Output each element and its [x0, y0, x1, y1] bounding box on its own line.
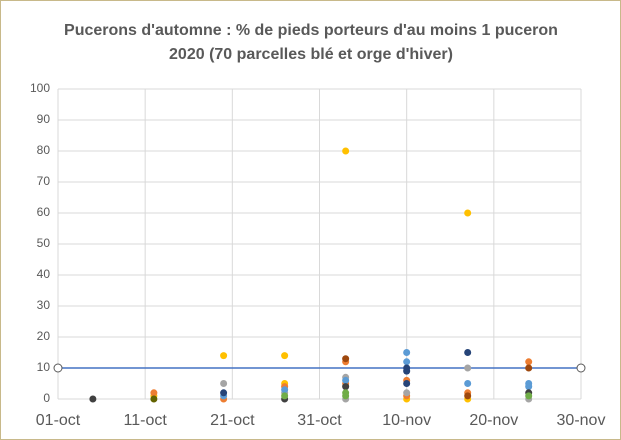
threshold-end [53, 363, 63, 373]
x-tick-label: 11-oct [124, 412, 168, 429]
point [150, 389, 158, 397]
threshold-end [576, 363, 586, 373]
y-tick-label: 90 [37, 112, 51, 126]
point [220, 389, 228, 397]
point [464, 364, 472, 372]
y-tick-label: 40 [37, 267, 51, 281]
y-tick-label: 100 [30, 81, 50, 95]
x-tick-label: 20-nov [469, 412, 518, 429]
y-tick-label: 0 [43, 391, 50, 405]
point [281, 352, 289, 360]
point [464, 380, 472, 387]
x-tick-label: 21-oct [210, 412, 255, 429]
point [220, 380, 228, 387]
y-tick-label: 70 [37, 174, 51, 188]
x-tick-label: 01-oct [36, 412, 81, 429]
point [525, 383, 533, 391]
chart-title: Pucerons d'automne : % de pieds porteurs… [64, 22, 558, 63]
y-tick-label: 80 [37, 143, 51, 157]
point [150, 395, 158, 403]
point [464, 209, 472, 217]
point [342, 355, 350, 363]
point [525, 392, 533, 400]
point [525, 364, 533, 372]
point [342, 383, 350, 391]
point [342, 376, 350, 384]
x-tick-label: 30-nov [557, 412, 606, 429]
y-tick-label: 20 [37, 329, 51, 343]
point [464, 349, 472, 356]
y-tick-label: 60 [37, 205, 51, 219]
y-tick-label: 30 [37, 298, 51, 312]
point [89, 395, 97, 403]
point [281, 386, 289, 394]
point [403, 389, 411, 397]
point [464, 392, 472, 400]
point [342, 392, 350, 400]
point [403, 380, 411, 387]
point [525, 358, 533, 366]
point [403, 358, 411, 366]
y-tick-label: 10 [37, 360, 51, 374]
x-tick-label: 31-oct [297, 412, 342, 429]
point [281, 392, 289, 400]
point [403, 349, 411, 356]
y-tick-label: 50 [37, 236, 51, 250]
point [342, 147, 350, 155]
point [403, 367, 411, 375]
point [220, 352, 228, 360]
x-tick-label: 10-nov [382, 412, 431, 429]
